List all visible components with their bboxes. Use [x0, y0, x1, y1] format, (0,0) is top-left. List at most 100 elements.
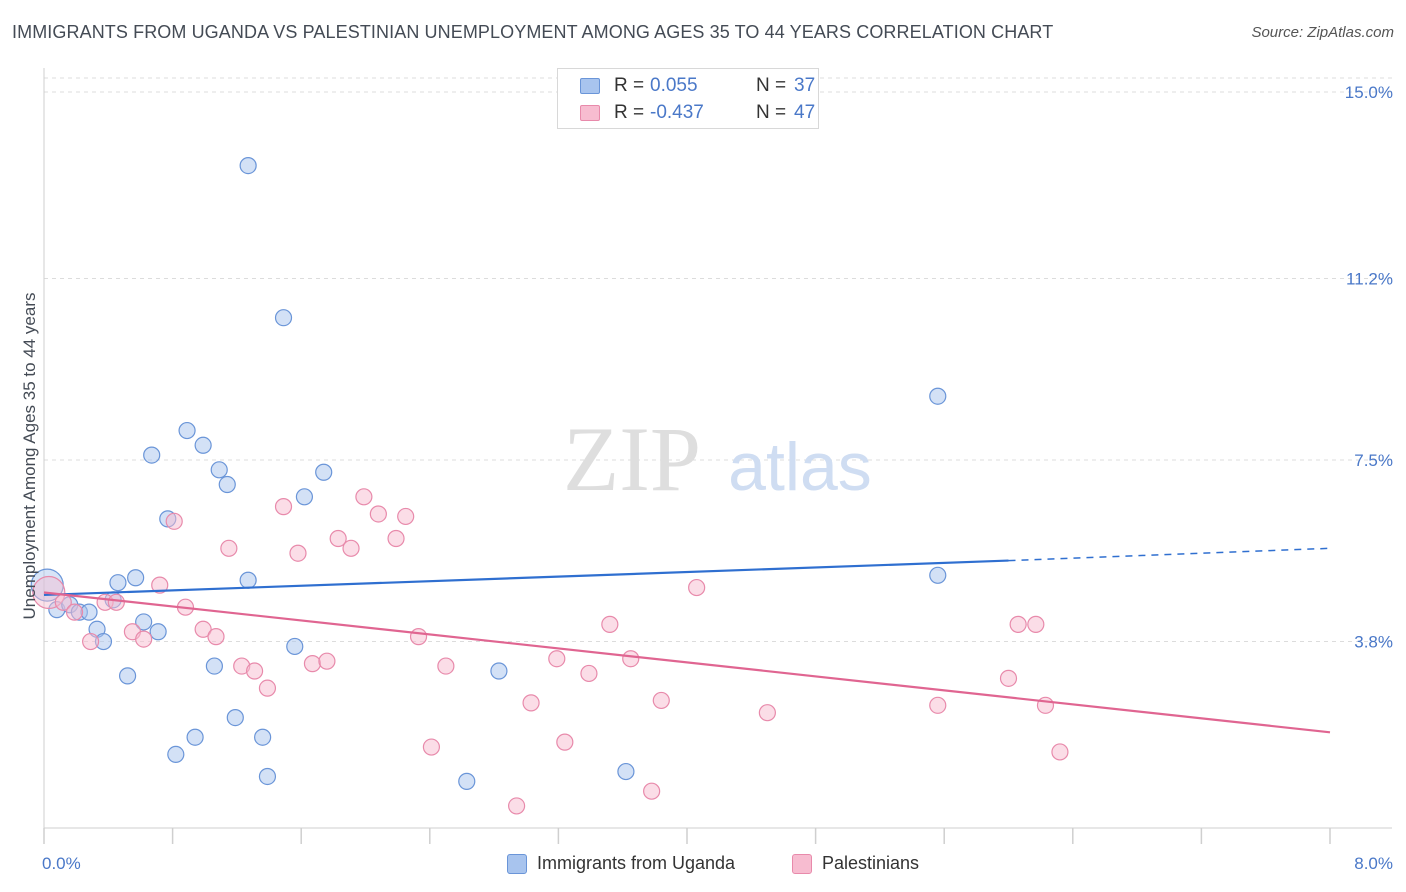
- point-uganda: [118, 667, 137, 685]
- point-uganda: [226, 708, 244, 727]
- point-palestinian: [342, 539, 360, 557]
- trend-line-palestinians: [43, 591, 1331, 734]
- r-value: -0.437: [650, 102, 704, 123]
- y-tick-label: 7.5%: [1354, 451, 1393, 470]
- n-value: 47: [794, 102, 816, 123]
- chart-title: IMMIGRANTS FROM UGANDA VS PALESTINIAN UN…: [12, 22, 1054, 42]
- point-palestinian: [522, 694, 540, 712]
- point-uganda: [458, 772, 476, 790]
- trend-lines: [43, 547, 1331, 734]
- point-palestinian: [387, 529, 405, 548]
- point-palestinian: [82, 632, 100, 651]
- stats-box: R = 0.055 N = 37 R = -0.437 N = 47: [557, 68, 819, 129]
- point-palestinian: [929, 696, 947, 714]
- point-uganda: [178, 421, 196, 440]
- stats-swatch-uganda: [580, 78, 600, 94]
- axes: [43, 68, 1392, 844]
- r-value: 0.055: [650, 75, 698, 96]
- point-uganda: [80, 603, 98, 621]
- point-uganda: [617, 762, 635, 781]
- y-tick-label: 11.2%: [1346, 269, 1393, 288]
- point-uganda: [315, 463, 333, 481]
- point-uganda: [205, 657, 223, 675]
- point-palestinian: [369, 505, 387, 523]
- point-palestinian: [289, 544, 307, 562]
- watermark: ZIP atlas: [563, 408, 872, 510]
- point-palestinian: [580, 664, 598, 683]
- legend-label: Palestinians: [822, 853, 920, 873]
- point-palestinian: [622, 650, 640, 668]
- point-palestinian: [318, 652, 336, 670]
- point-uganda: [143, 446, 161, 464]
- n-label: N =: [756, 75, 787, 96]
- point-palestinian: [758, 704, 776, 722]
- legend-label: Immigrants from Uganda: [537, 853, 736, 873]
- x-tick-label: 0.0%: [42, 854, 81, 873]
- point-palestinian: [548, 650, 566, 668]
- point-palestinian: [245, 662, 264, 680]
- point-uganda: [218, 475, 236, 494]
- r-label: R =: [614, 102, 645, 123]
- point-palestinian: [355, 488, 373, 506]
- point-palestinian: [556, 733, 574, 751]
- point-palestinian: [258, 679, 277, 697]
- legend-swatch-uganda: [507, 854, 527, 874]
- n-value: 37: [794, 75, 816, 96]
- point-palestinian: [409, 628, 428, 646]
- point-palestinian: [329, 529, 347, 548]
- y-tick-label: 15.0%: [1345, 83, 1393, 102]
- point-palestinian: [688, 578, 706, 597]
- point-palestinian: [1051, 743, 1069, 761]
- point-uganda: [490, 662, 508, 680]
- point-palestinian: [508, 797, 526, 815]
- point-palestinian: [165, 512, 183, 530]
- point-uganda: [295, 488, 314, 506]
- point-palestinian: [65, 603, 84, 621]
- point-uganda: [149, 623, 167, 641]
- point-uganda: [186, 728, 204, 746]
- point-uganda: [274, 309, 293, 327]
- point-palestinian: [107, 593, 125, 611]
- point-uganda: [210, 461, 228, 479]
- point-palestinian: [194, 620, 212, 638]
- point-uganda: [109, 574, 127, 592]
- point-palestinian: [1027, 615, 1045, 633]
- point-palestinian: [151, 576, 169, 594]
- point-palestinian: [1009, 615, 1027, 633]
- trend-line-uganda: [43, 559, 1009, 597]
- point-uganda: [135, 613, 153, 631]
- y-tick-label: 3.8%: [1354, 633, 1393, 652]
- watermark-zip: ZIP: [563, 408, 701, 510]
- stats-swatch-palestinians: [580, 105, 600, 121]
- point-uganda: [254, 728, 272, 746]
- point-uganda: [194, 436, 212, 454]
- point-uganda: [929, 387, 947, 405]
- point-palestinian: [601, 615, 619, 633]
- point-uganda: [127, 569, 145, 587]
- point-uganda: [167, 745, 185, 764]
- r-label: R =: [614, 75, 645, 96]
- point-palestinian: [643, 782, 661, 800]
- point-palestinian: [999, 669, 1018, 687]
- point-palestinian: [422, 738, 441, 756]
- point-palestinian: [652, 691, 670, 710]
- data-points: [30, 157, 1069, 815]
- x-tick-label: 8.0%: [1354, 854, 1393, 873]
- n-label: N =: [756, 102, 787, 123]
- point-palestinian: [220, 539, 238, 557]
- point-uganda: [239, 157, 257, 175]
- watermark-atlas: atlas: [728, 429, 872, 505]
- y-axis-label: Unemployment Among Ages 35 to 44 years: [20, 292, 39, 620]
- point-uganda: [239, 571, 257, 589]
- point-palestinian: [207, 628, 225, 646]
- point-uganda: [286, 637, 304, 656]
- point-palestinian: [274, 498, 293, 516]
- tick-labels: 3.8% 7.5% 11.2% 15.0% 0.0% 8.0%: [42, 83, 1393, 873]
- point-uganda: [929, 566, 947, 584]
- point-palestinian: [135, 630, 153, 648]
- point-palestinian: [303, 655, 322, 673]
- legend-swatch-palestinians: [792, 854, 812, 874]
- point-palestinian: [437, 657, 455, 675]
- point-uganda: [258, 767, 277, 786]
